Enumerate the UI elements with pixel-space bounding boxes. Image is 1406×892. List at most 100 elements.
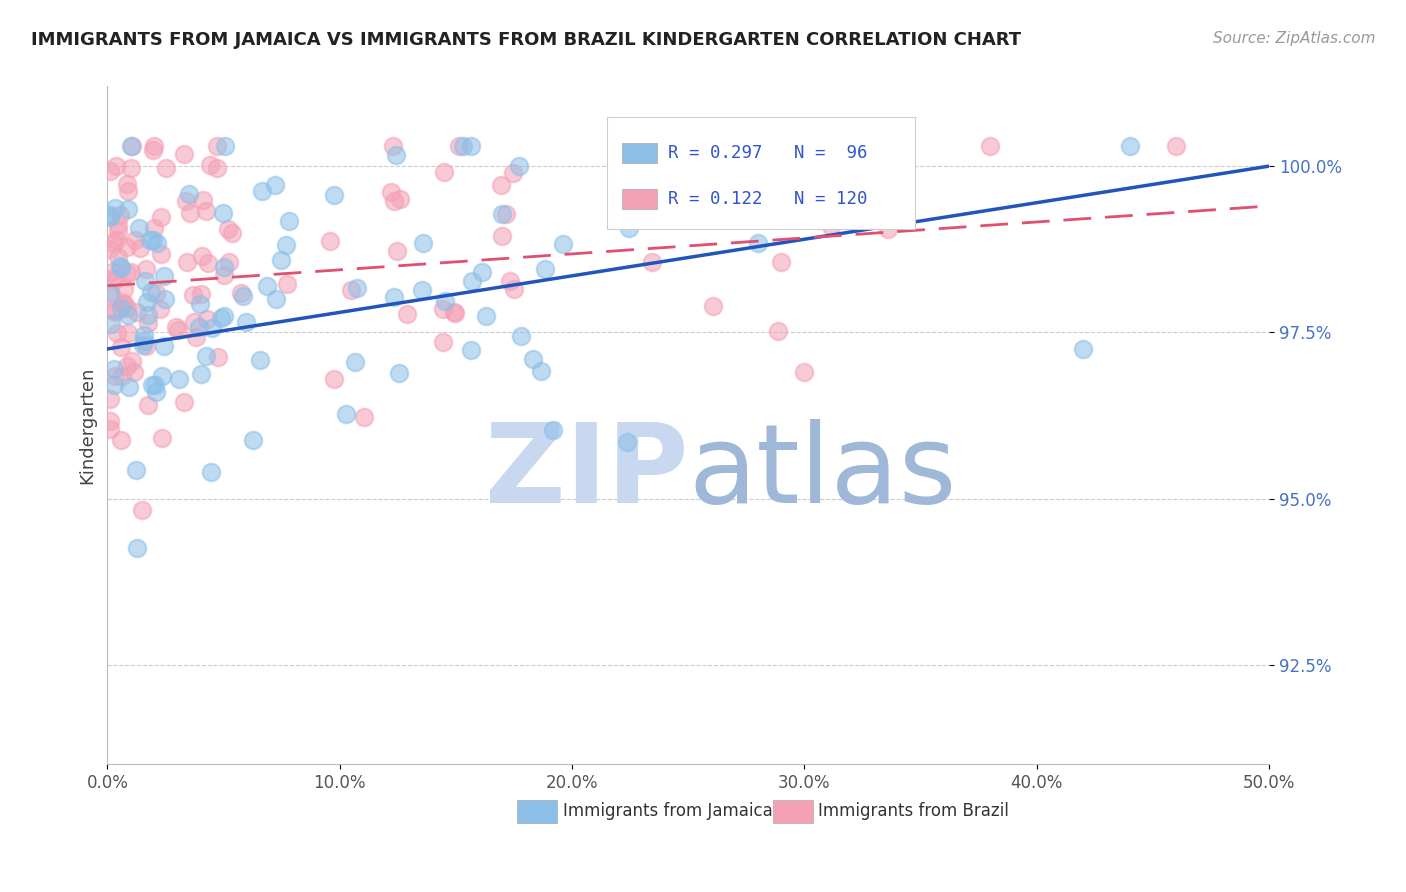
Point [136,398,159,412]
Point [461,274,484,288]
Point [510,329,533,343]
Point [212,268,235,283]
Point [150,246,173,260]
Point [551,237,574,252]
Point [111,297,134,311]
Point [382,194,405,208]
Point [638,190,661,204]
Point [619,220,641,235]
Point [979,139,1001,153]
Point [136,308,159,322]
Point [820,219,842,234]
Point [207,139,229,153]
Point [155,161,177,175]
Point [411,283,433,297]
Point [110,433,132,447]
Point [491,229,513,244]
Point [499,274,522,288]
Point [489,178,512,192]
Point [197,256,219,270]
Point [188,297,211,311]
Point [444,306,467,320]
Point [105,233,128,247]
Point [117,309,139,323]
FancyBboxPatch shape [621,143,657,163]
Point [717,184,740,198]
Point [183,315,205,329]
Point [129,241,152,255]
Point [134,328,156,343]
Point [105,272,128,286]
Point [207,350,229,364]
Point [188,319,211,334]
Point [135,294,157,309]
Point [205,161,228,175]
Point [1118,139,1140,153]
Point [190,368,212,382]
Point [142,139,165,153]
Point [1071,342,1094,356]
Point [115,177,138,191]
Point [319,234,342,248]
Point [385,244,408,259]
Point [877,222,900,236]
Point [98,242,121,256]
Point [200,158,222,172]
Point [177,186,200,201]
Point [179,206,201,220]
Point [389,192,412,206]
Point [103,362,125,376]
Point [141,378,163,392]
Point [121,353,143,368]
Point [112,295,135,310]
Point [132,338,155,352]
Point [98,422,121,436]
Point [142,143,165,157]
Point [200,465,222,479]
Point [256,279,278,293]
Point [534,261,557,276]
Point [173,395,195,409]
Point [98,164,121,178]
Point [176,255,198,269]
Point [128,221,150,235]
Point [104,305,127,319]
Point [150,210,173,224]
Point [747,236,769,251]
Point [118,380,141,394]
Point [167,372,190,386]
Point [433,165,456,179]
Point [98,414,121,428]
Point [432,302,454,317]
Point [117,184,139,198]
Point [322,188,344,202]
Point [98,208,121,222]
Point [323,372,346,386]
Point [110,340,132,354]
Point [101,265,124,279]
Point [530,364,553,378]
Point [115,267,138,281]
FancyBboxPatch shape [607,117,915,228]
Point [616,434,638,449]
Point [107,225,129,239]
Point [173,147,195,161]
Point [110,301,132,316]
Point [270,252,292,267]
Point [103,378,125,392]
Point [451,139,474,153]
Point [276,277,298,291]
Point [112,282,135,296]
Point [793,365,815,379]
Point [141,285,163,300]
Point [107,218,129,232]
Point [155,293,177,307]
Point [381,139,404,153]
Point [117,202,139,216]
Point [115,240,138,254]
Point [353,410,375,425]
Point [340,283,363,297]
Point [278,214,301,228]
Point [125,541,148,556]
Point [503,282,526,296]
